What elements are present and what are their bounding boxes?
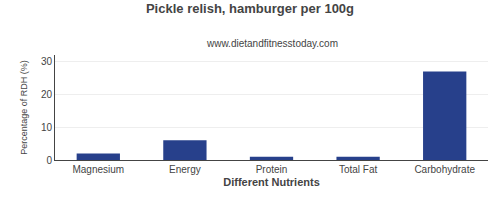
svg-text:Magnesium: Magnesium — [72, 164, 124, 175]
svg-text:Protein: Protein — [256, 164, 288, 175]
svg-text:20: 20 — [41, 89, 53, 100]
svg-text:Percentage of RDH (%): Percentage of RDH (%) — [19, 60, 29, 155]
svg-text:Total Fat: Total Fat — [339, 164, 378, 175]
svg-text:Energy: Energy — [169, 164, 201, 175]
svg-text:www.dietandfitnesstoday.com: www.dietandfitnesstoday.com — [206, 38, 338, 49]
svg-text:10: 10 — [41, 122, 53, 133]
svg-text:0: 0 — [46, 155, 52, 166]
svg-text:Different Nutrients: Different Nutrients — [223, 176, 320, 188]
svg-text:Pickle relish, hamburger per 1: Pickle relish, hamburger per 100g — [146, 1, 354, 16]
svg-text:Carbohydrate: Carbohydrate — [414, 164, 475, 175]
svg-text:30: 30 — [41, 56, 53, 67]
